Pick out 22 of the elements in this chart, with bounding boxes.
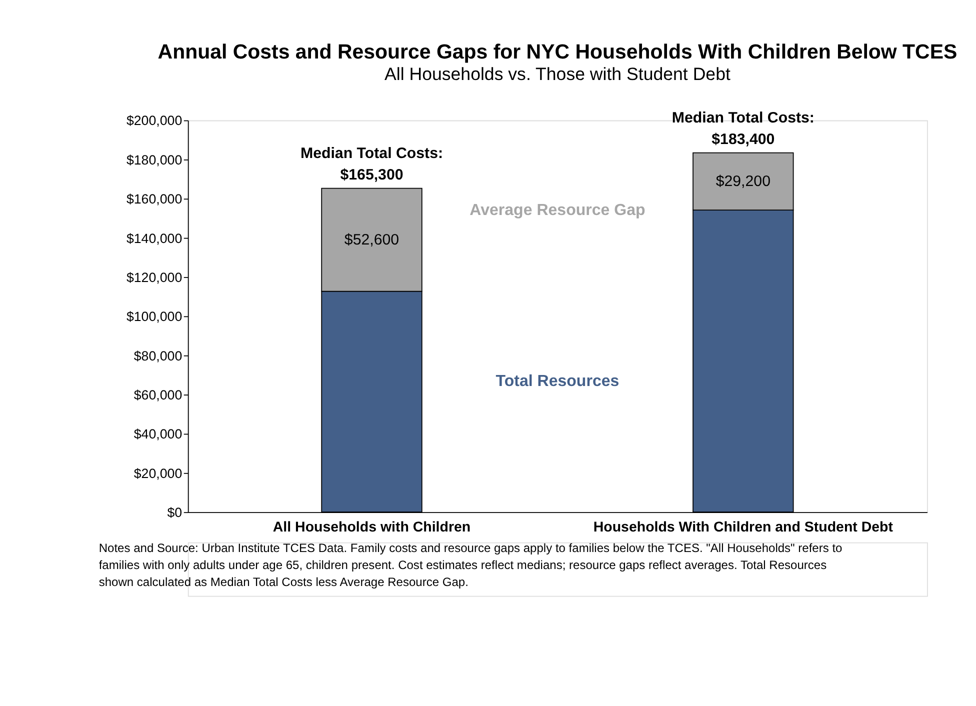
total-label: Median Total Costs: $183,400: [672, 110, 814, 148]
y-tick-label: $140,000: [126, 230, 182, 246]
y-tick-label: $40,000: [134, 426, 182, 442]
y-tick-label: $0: [167, 505, 182, 520]
chart-title: Annual Costs and Resource Gaps for NYC Households With Children Below TCES: [158, 40, 958, 64]
y-tick-label: $20,000: [134, 466, 182, 481]
y-tick-label: $100,000: [126, 309, 182, 324]
data-label: $29,200: [716, 172, 771, 190]
data-label: $52,600: [344, 231, 400, 248]
y-tick-label: $120,000: [126, 270, 182, 285]
x-tick-label: Households With Children and Student Debt: [593, 519, 894, 536]
text: Total Resources: [496, 372, 620, 390]
y-tick-label: $60,000: [134, 387, 182, 402]
text: Average Resource Gap: [470, 201, 646, 220]
y-tick-label: $160,000: [126, 192, 182, 207]
total-label: Median Total Costs: $165,300: [300, 145, 444, 184]
text: Notes and Source: Urban Institute TCES Data. Family costs and resource gaps apply to families below the TCES. "All Households" refers to families with only adults under age 65, children present. Cost estimates reflect medians; resource gaps reflect averages. Total Resources shown calculated as Median Total Costs less Average Resource Gap.: [98, 541, 843, 590]
chart-subtitle: All Households vs. Those with Student Debt: [384, 64, 730, 84]
x-tick-label: All Households with Children: [272, 519, 471, 536]
y-tick-label: $180,000: [126, 152, 182, 168]
y-tick-label: $80,000: [134, 348, 182, 364]
y-tick-label: $200,000: [126, 113, 182, 128]
